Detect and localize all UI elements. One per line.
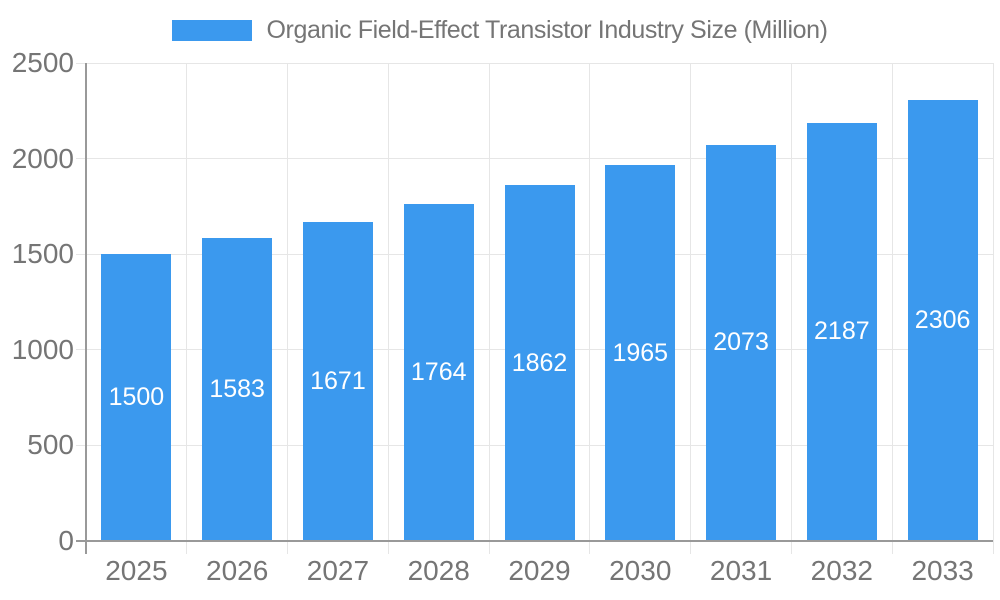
gridline: [387, 63, 389, 554]
x-tick-label: 2026: [206, 555, 269, 586]
bar[interactable]: 1583: [202, 238, 273, 541]
x-tick-label: 2032: [810, 555, 873, 586]
gridline: [76, 62, 993, 64]
y-tick-label: 2500: [11, 47, 74, 78]
legend-label: Organic Field-Effect Transistor Industry…: [266, 16, 828, 44]
legend-swatch: [172, 20, 253, 41]
bar-value-label: 1671: [310, 366, 366, 395]
x-tick-label: 2030: [609, 555, 672, 586]
bar[interactable]: 2073: [706, 144, 777, 541]
bar[interactable]: 1965: [605, 165, 676, 541]
gridline: [186, 63, 188, 554]
bar-value-label: 1862: [511, 348, 568, 377]
x-tick-label: 2028: [407, 555, 470, 586]
bar-value-label: 2073: [713, 328, 769, 357]
bar-value-label: 1583: [209, 375, 265, 404]
bar-value-label: 1965: [612, 338, 669, 367]
gridline: [488, 63, 490, 554]
x-tick-label: 2027: [306, 555, 370, 586]
x-axis-line: [76, 540, 993, 542]
x-tick-label: 2033: [911, 555, 974, 586]
plot-area: 1500 1583 1671 1764 1862 1965 2073 2187 2306: [76, 62, 994, 554]
gridline: [76, 158, 993, 160]
bar-value-label: 1764: [410, 357, 467, 386]
bar[interactable]: 1862: [504, 185, 575, 541]
x-tick-label: 2031: [709, 555, 773, 586]
chart-legend[interactable]: Organic Field-Effect Transistor Industry…: [0, 16, 1000, 45]
y-tick-label: 0: [58, 525, 74, 556]
gridline: [589, 63, 591, 554]
bar[interactable]: 2187: [806, 122, 877, 541]
x-tick-label: 2025: [105, 555, 168, 586]
y-tick-label: 500: [27, 429, 74, 461]
gridline: [790, 63, 792, 554]
bar-value-label: 2306: [914, 306, 971, 335]
y-tick-label: 1000: [11, 333, 74, 365]
x-tick-label: 2029: [508, 555, 571, 586]
bar[interactable]: 1500: [101, 254, 172, 541]
bar[interactable]: 2306: [907, 100, 978, 541]
gridline: [992, 63, 994, 554]
bar[interactable]: 1764: [403, 203, 474, 541]
y-tick-label: 1500: [11, 238, 74, 270]
bar-value-label: 2187: [814, 317, 870, 346]
y-axis-line: [85, 63, 87, 554]
gridline: [891, 63, 893, 554]
bar-value-label: 1500: [108, 383, 165, 412]
gridline: [690, 63, 692, 554]
y-tick-label: 2000: [11, 142, 74, 174]
bar[interactable]: 1671: [302, 221, 373, 541]
gridline: [287, 63, 289, 554]
